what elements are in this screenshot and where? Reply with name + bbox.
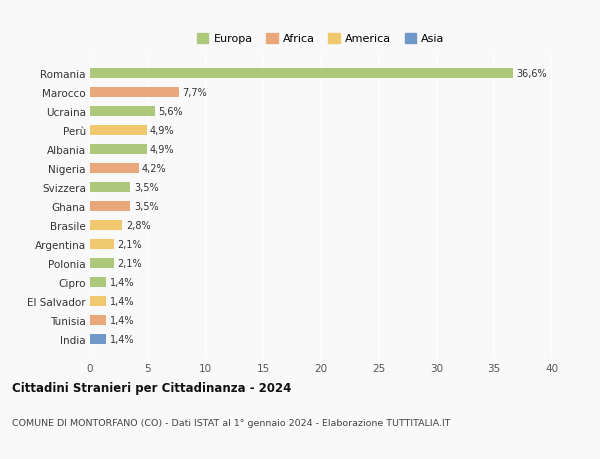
Text: Cittadini Stranieri per Cittadinanza - 2024: Cittadini Stranieri per Cittadinanza - 2… xyxy=(12,381,292,394)
Text: 4,9%: 4,9% xyxy=(150,145,175,155)
Bar xyxy=(90,258,114,269)
Text: 3,5%: 3,5% xyxy=(134,183,158,193)
Bar xyxy=(90,315,106,325)
Text: COMUNE DI MONTORFANO (CO) - Dati ISTAT al 1° gennaio 2024 - Elaborazione TUTTITA: COMUNE DI MONTORFANO (CO) - Dati ISTAT a… xyxy=(12,418,451,427)
Bar xyxy=(90,88,179,98)
Text: 5,6%: 5,6% xyxy=(158,107,183,117)
Text: 1,4%: 1,4% xyxy=(110,296,134,306)
Text: 1,4%: 1,4% xyxy=(110,315,134,325)
Bar xyxy=(90,145,146,155)
Text: 7,7%: 7,7% xyxy=(182,88,207,98)
Bar xyxy=(90,202,130,212)
Bar xyxy=(90,334,106,344)
Bar xyxy=(90,220,122,231)
Bar xyxy=(90,163,139,174)
Text: 2,1%: 2,1% xyxy=(118,258,142,269)
Bar xyxy=(90,182,130,193)
Bar xyxy=(90,126,146,136)
Text: 2,1%: 2,1% xyxy=(118,240,142,249)
Bar xyxy=(90,106,155,117)
Bar xyxy=(90,296,106,307)
Bar xyxy=(90,277,106,287)
Legend: Europa, Africa, America, Asia: Europa, Africa, America, Asia xyxy=(195,31,447,46)
Text: 1,4%: 1,4% xyxy=(110,334,134,344)
Bar xyxy=(90,69,513,79)
Text: 36,6%: 36,6% xyxy=(516,69,547,79)
Bar xyxy=(90,239,114,250)
Text: 1,4%: 1,4% xyxy=(110,277,134,287)
Text: 3,5%: 3,5% xyxy=(134,202,158,212)
Text: 4,9%: 4,9% xyxy=(150,126,175,136)
Text: 4,2%: 4,2% xyxy=(142,164,167,174)
Text: 2,8%: 2,8% xyxy=(126,220,151,230)
